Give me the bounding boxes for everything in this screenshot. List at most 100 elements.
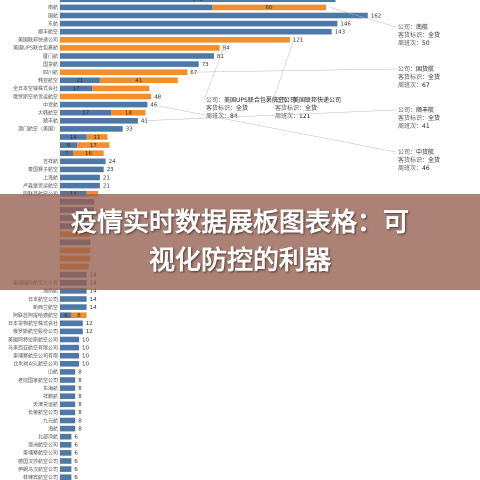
bar-blue	[60, 134, 87, 140]
bar-blue	[60, 166, 104, 173]
category-label: 顺丰航空	[38, 29, 58, 36]
bar-blue	[60, 20, 338, 27]
bar-blue	[60, 182, 100, 189]
callout-weekly-label: 周班次：46	[398, 164, 430, 172]
category-label: 国货航	[43, 61, 58, 68]
bar-blue	[60, 304, 87, 310]
callout-connector	[151, 104, 397, 153]
callout-company-label: 公司：顺丰航	[398, 106, 434, 114]
category-label: 美国UPS联合包裹航	[13, 45, 58, 52]
category-label: 老挝国家航空公司	[18, 377, 58, 384]
total-value-label: 8	[78, 378, 82, 384]
total-value-label: 12	[86, 321, 93, 327]
bar-blue	[60, 77, 100, 84]
category-label: 阿联酋阿提哈德航空	[13, 312, 58, 319]
category-label: 九元航	[43, 417, 58, 424]
segment-value-label: 16	[85, 151, 92, 157]
callout-weekly: 41	[422, 123, 430, 130]
bar-orange	[73, 150, 104, 156]
bar-blue	[60, 320, 83, 327]
total-value-label: 12	[86, 329, 93, 335]
bar-blue	[60, 142, 78, 148]
total-value-label: 10	[82, 354, 89, 360]
category-label: 全日本空输株式会社	[13, 85, 58, 92]
total-value-label: 41	[141, 119, 148, 125]
total-value-label: 46	[150, 102, 157, 108]
total-value-label: 23	[107, 167, 114, 173]
callout-connector	[141, 109, 397, 122]
bar-blue	[60, 101, 148, 108]
category-label: 日本航空公司	[28, 296, 58, 303]
bar-orange	[60, 37, 290, 43]
bar-blue	[60, 61, 199, 67]
bar-blue	[60, 109, 112, 116]
total-value-label: 6	[74, 443, 78, 449]
category-label: 马来西亚航空有限公司	[8, 344, 58, 351]
bar-blue	[60, 174, 100, 181]
title-banner: 疫情实时数据展板图表格：可 视化防控的利器	[0, 194, 480, 290]
total-value-label: 21	[103, 183, 110, 189]
bar-blue	[60, 401, 76, 408]
total-value-label: 8	[78, 410, 82, 416]
category-label: 厦门航	[43, 53, 58, 60]
bar-blue	[60, 361, 79, 367]
callout-cargo-label: 客货标识：全货	[275, 104, 317, 112]
callout-weekly-label: 周班次：67	[398, 81, 430, 89]
bar-blue	[60, 385, 76, 391]
bar-blue	[60, 369, 76, 375]
callout-cargo-label: 客货标识：全货	[398, 114, 440, 122]
category-label: 卢森堡货运航空	[23, 182, 58, 189]
callout-cargo: 全货	[428, 73, 440, 81]
callout-weekly: 46	[422, 165, 430, 172]
category-label: 澳门航空（美国）	[18, 126, 58, 133]
segment-value-label: 6	[64, 313, 68, 319]
total-value-label: 8	[78, 370, 82, 376]
category-label: 上海航	[43, 174, 58, 181]
total-value-label: 6	[74, 467, 78, 473]
total-value-label: 14	[90, 297, 97, 303]
segment-value-label: 17	[90, 143, 97, 149]
total-value-label: 6	[74, 475, 78, 480]
category-label: 祥鹏航	[43, 393, 58, 400]
category-label: 大韩航空	[38, 110, 58, 117]
total-value-label: 6	[74, 459, 78, 465]
bar-orange	[212, 4, 326, 11]
callout-company: 南航	[416, 23, 428, 31]
total-value-label: 8	[78, 426, 82, 432]
callout-company: 国货航	[416, 65, 434, 73]
category-label: 菲律宾航空公司	[23, 474, 58, 480]
bar-blue	[60, 442, 72, 448]
callout-weekly: 67	[422, 82, 430, 89]
total-value-label: 48	[154, 94, 161, 100]
total-value-label: 6	[74, 451, 78, 457]
total-value-label: 8	[78, 386, 82, 392]
bar-blue	[60, 328, 83, 335]
callout-weekly-label: 周班次：121	[275, 112, 311, 120]
bar-blue	[60, 312, 72, 318]
category-label: 韩亚航空	[38, 77, 58, 84]
category-label: 泰国狮子航空	[28, 166, 58, 173]
bar-orange	[111, 109, 146, 116]
bar-orange	[60, 93, 152, 100]
bar-orange	[86, 190, 98, 197]
bar-blue	[60, 296, 87, 302]
bar-blue	[60, 393, 76, 399]
segment-value-label: 9	[67, 143, 71, 149]
bar-orange	[71, 312, 87, 318]
bar-blue	[60, 85, 93, 92]
total-value-label: 67	[190, 70, 197, 76]
bar-orange	[60, 45, 220, 51]
category-label: 顺丰航	[43, 118, 58, 125]
callout-company: 中货航	[416, 148, 434, 156]
category-label: 山航	[48, 369, 58, 376]
bar-orange	[60, 69, 188, 75]
total-value-label: 162	[371, 13, 382, 19]
bar-blue	[60, 118, 138, 124]
bar-blue	[60, 4, 212, 11]
segment-value-label: 8	[77, 313, 81, 319]
callout-cargo: 全货	[305, 104, 317, 112]
callout-connector	[272, 39, 295, 101]
category-label: 南航	[48, 4, 58, 11]
category-label: 四川航	[43, 69, 58, 76]
